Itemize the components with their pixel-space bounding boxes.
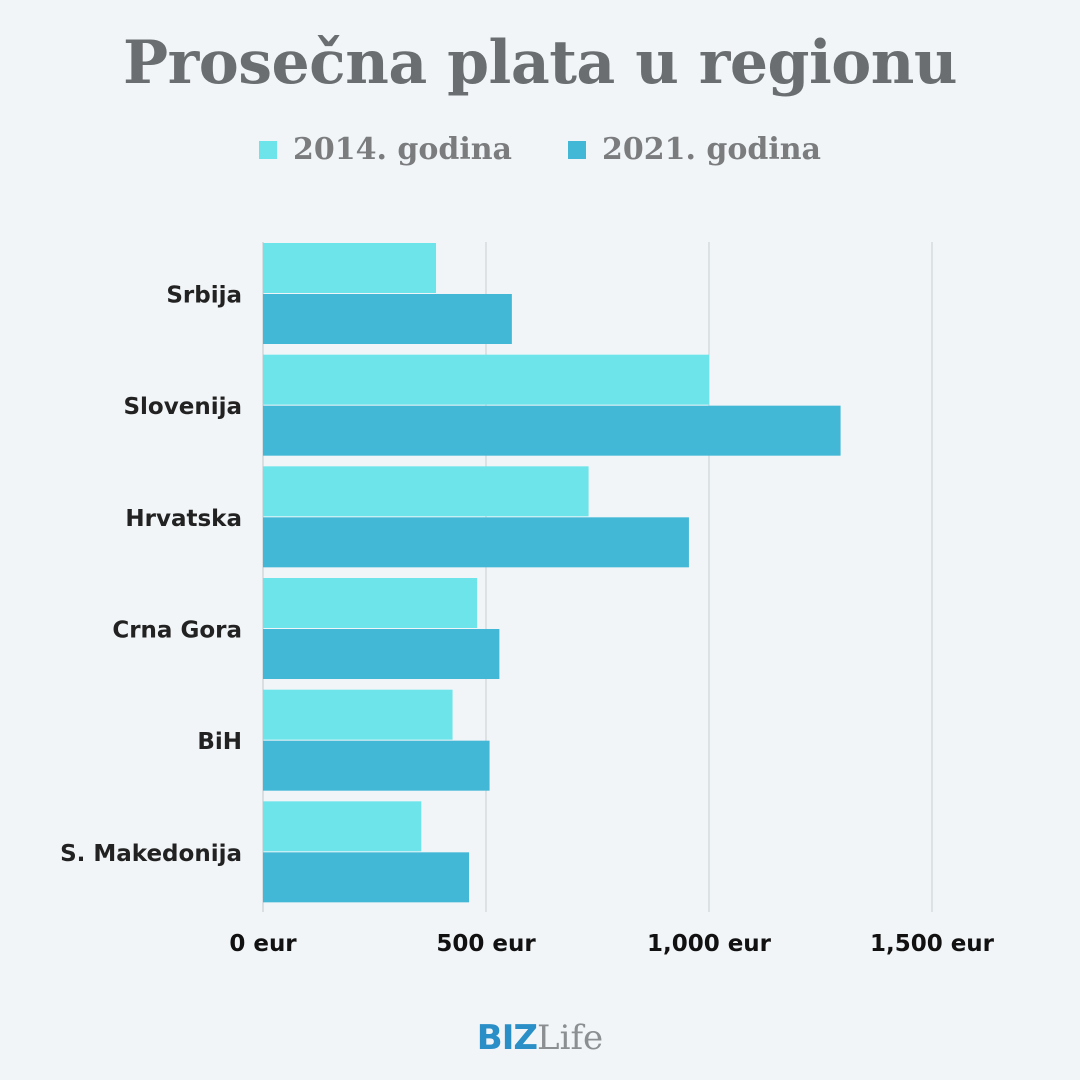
bar-chart: Srbija Slovenija Hrvatska Crna Gora BiH S. Ma… — [60, 242, 995, 957]
bar-s-makedonija-2021 — [263, 852, 470, 903]
bar-hrvatska-2014 — [263, 466, 589, 517]
category-label-s-makedonija: S. Makedonija — [60, 841, 242, 867]
bar-hrvatska-2021 — [263, 517, 689, 568]
legend-item-2021: 2021. godina — [568, 132, 821, 167]
bar-bih-2021 — [263, 740, 490, 791]
bar-srbija-2021 — [263, 294, 512, 344]
legend: 2014. godina 2021. godina — [0, 132, 1080, 167]
x-tick-label-500: 500 eur — [436, 931, 536, 957]
bar-bih-2014 — [263, 689, 453, 740]
legend-swatch-2014 — [259, 140, 277, 159]
bizlife-logo: BIZLife — [0, 1018, 1080, 1058]
legend-item-2014: 2014. godina — [259, 132, 512, 167]
bar-srbija-2014 — [263, 243, 437, 293]
bar-s-makedonija-2014 — [263, 801, 422, 852]
category-label-hrvatska: Hrvatska — [125, 506, 242, 532]
logo-biz: BIZ — [476, 1018, 538, 1058]
chart-title: Prosečna plata u regionu — [122, 28, 958, 98]
category-label-bih: BiH — [197, 729, 242, 755]
logo-life: Life — [537, 1018, 604, 1058]
x-tick-label-1500: 1,500 eur — [870, 931, 995, 957]
x-tick-label-0: 0 eur — [229, 931, 297, 957]
x-tick-label-1000: 1,000 eur — [647, 931, 772, 957]
legend-label-2021: 2021. godina — [602, 132, 821, 167]
bar-crna-gora-2014 — [263, 578, 478, 628]
category-label-crna-gora: Crna Gora — [112, 618, 242, 644]
category-label-srbija: Srbija — [166, 283, 242, 309]
legend-label-2014: 2014. godina — [293, 132, 512, 167]
category-label-slovenija: Slovenija — [123, 394, 242, 420]
bar-slovenija-2021 — [263, 405, 841, 456]
legend-swatch-2021 — [568, 140, 586, 159]
bar-crna-gora-2021 — [263, 629, 500, 679]
bar-slovenija-2014 — [263, 354, 709, 405]
